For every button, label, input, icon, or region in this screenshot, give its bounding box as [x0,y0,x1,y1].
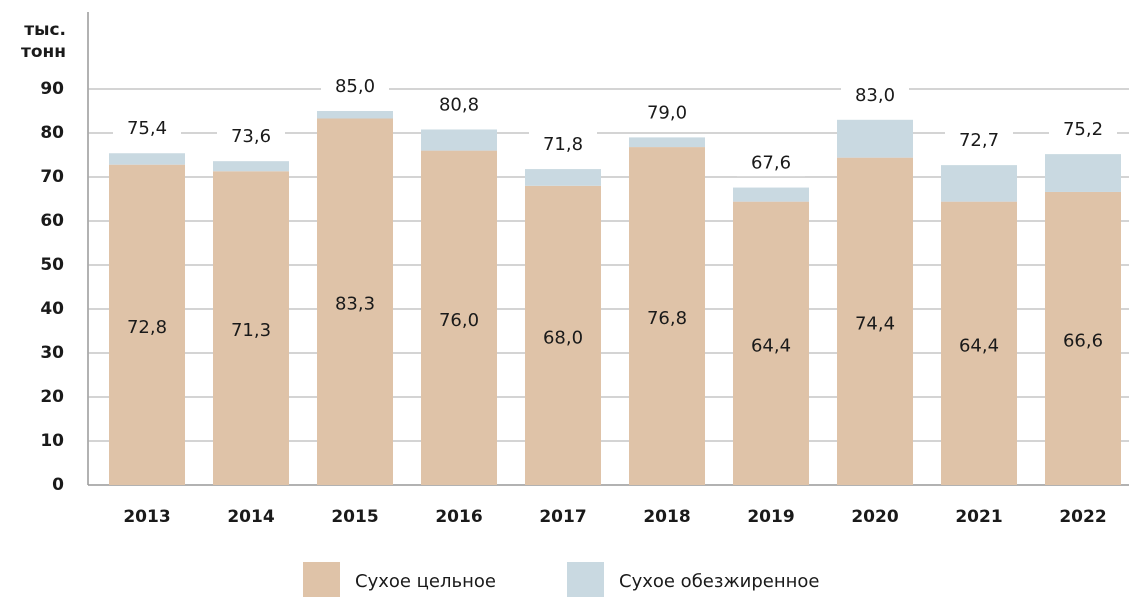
bar-segment [109,153,185,165]
y-tick-label: 50 [40,255,64,275]
x-tick-label: 2021 [955,507,1002,527]
bar-segment [213,161,289,172]
bar-segment [629,147,705,485]
total-label: 72,7 [959,130,999,151]
bar-segment [109,164,185,485]
total-label: 83,0 [855,85,895,106]
x-tick-label: 2015 [331,507,378,527]
value-label: 68,0 [543,327,583,348]
x-tick-label: 2016 [435,507,482,527]
y-tick-label: 20 [40,387,64,407]
y-tick-label: 40 [40,299,64,319]
x-tick-label: 2018 [643,507,690,527]
legend-swatch [303,562,340,597]
label-background [113,116,181,143]
x-tick-label: 2019 [747,507,794,527]
value-label: 76,0 [439,310,479,331]
bar-segment [733,201,809,485]
bar-segment [1045,154,1121,192]
value-label: 76,8 [647,308,687,329]
y-tick-label: 10 [40,431,64,451]
bar-segment [837,157,913,485]
legend-label: Сухое обезжиренное [619,571,819,592]
bar-segment [213,171,289,485]
y-tick-label: 60 [40,211,64,231]
value-label: 64,4 [959,335,999,356]
legend-swatch [567,562,604,597]
y-tick-label: 30 [40,343,64,363]
total-label: 67,6 [751,153,791,174]
total-label: 85,0 [335,76,375,97]
bar-segment [421,150,497,485]
label-background [321,74,389,100]
y-axis-label: тыс. [24,20,66,40]
label-background [217,124,285,151]
value-label: 74,4 [855,313,895,334]
value-label: 83,3 [335,294,375,315]
label-background [529,132,597,159]
total-label: 79,0 [647,102,687,123]
value-label: 66,6 [1063,330,1103,351]
value-label: 72,8 [127,317,167,338]
label-background [737,150,805,177]
x-tick-label: 2017 [539,507,586,527]
bar-segment [1045,191,1121,485]
value-label: 71,3 [231,320,271,341]
label-background [945,128,1013,155]
bar-segment [837,119,913,158]
y-tick-label: 80 [40,123,64,143]
y-axis-label: тонн [21,42,66,62]
total-label: 80,8 [439,94,479,115]
bar-segment [629,137,705,148]
bar-segment [525,185,601,486]
y-tick-label: 70 [40,167,64,187]
label-background [1049,117,1117,144]
y-tick-label: 0 [52,475,64,495]
label-background [425,92,493,119]
bar-segment [317,118,393,485]
bar-segment [941,201,1017,485]
x-tick-label: 2020 [851,507,898,527]
x-tick-label: 2014 [227,507,274,527]
x-tick-label: 2013 [123,507,170,527]
bar-segment [733,187,809,202]
legend-label: Сухое цельное [355,571,496,592]
total-label: 73,6 [231,126,271,147]
bar-segment [525,169,601,186]
y-tick-label: 90 [40,79,64,99]
label-background [841,82,909,109]
label-background [633,100,701,127]
total-label: 75,2 [1063,119,1103,140]
bar-segment [421,129,497,151]
total-label: 71,8 [543,134,583,155]
total-label: 75,4 [127,118,167,139]
x-tick-label: 2022 [1059,507,1106,527]
bar-segment [941,165,1017,202]
bar-segment [317,111,393,119]
value-label: 64,4 [751,335,791,356]
